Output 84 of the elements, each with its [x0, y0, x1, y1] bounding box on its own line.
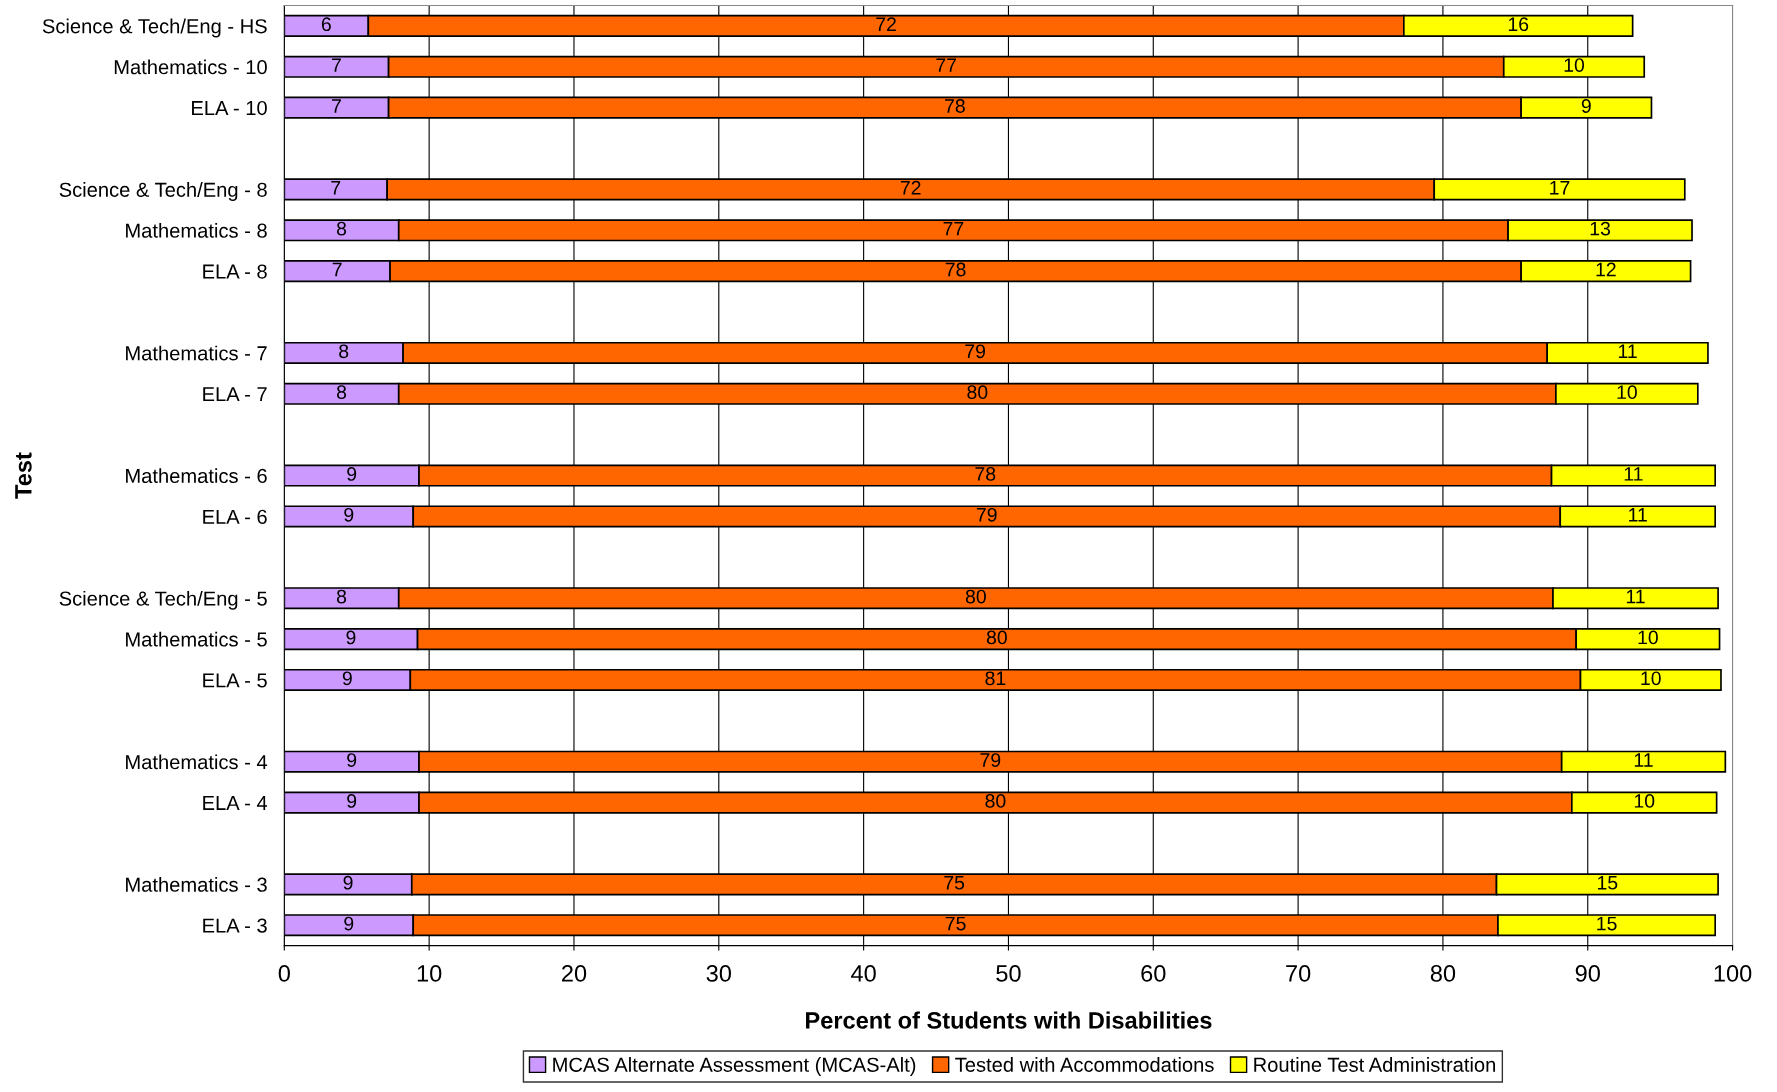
x-tick-label: 80	[1430, 965, 1456, 982]
data-label: 81	[985, 671, 1006, 686]
y-tick-label: ELA - 4	[203, 796, 268, 810]
data-label: 10	[1634, 794, 1655, 808]
data-label: 11	[1624, 467, 1643, 481]
data-label: 16	[1508, 17, 1529, 32]
data-label: 77	[936, 58, 957, 72]
x-tick-label: 100	[1714, 965, 1752, 982]
y-tick-label: Science & Tech/Eng - HS	[42, 18, 267, 38]
data-label: 12	[1596, 262, 1616, 277]
data-label: 11	[1629, 508, 1647, 522]
data-label: 9	[344, 916, 354, 931]
data-label: 9	[1581, 99, 1591, 113]
data-label: 9	[347, 753, 357, 767]
data-label: 80	[986, 630, 1007, 645]
data-label: 79	[980, 753, 1001, 767]
data-label: 8	[339, 344, 349, 359]
data-label: 80	[967, 385, 988, 400]
y-tick-label: ELA - 10	[192, 100, 267, 116]
y-tick-label: Mathematics - 8	[126, 223, 267, 238]
y-tick-label: Mathematics - 4	[126, 754, 268, 770]
legend-label: Tested with Accommodations	[955, 1057, 1214, 1072]
data-label: 8	[336, 385, 347, 400]
x-tick-label: 90	[1575, 965, 1600, 982]
data-label: 15	[1597, 916, 1617, 931]
data-label: 9	[346, 630, 356, 645]
data-label: 7	[332, 58, 341, 72]
y-tick-label: Mathematics - 7	[126, 345, 267, 361]
data-label: 9	[347, 794, 357, 808]
y-tick-label: Science & Tech/Eng - 5	[59, 590, 267, 610]
data-label: 79	[976, 507, 997, 522]
data-label: 10	[1638, 630, 1658, 645]
data-label: 9	[343, 875, 353, 890]
data-label: 11	[1618, 344, 1637, 358]
y-tick-label: ELA - 5	[203, 673, 267, 688]
data-label: 9	[347, 467, 357, 481]
data-label: 17	[1550, 181, 1570, 195]
data-label: 7	[331, 181, 341, 195]
data-label: 8	[336, 221, 347, 236]
data-label: 10	[1641, 671, 1661, 686]
data-label: 11	[1634, 753, 1653, 767]
y-tick-label: ELA - 3	[203, 918, 267, 933]
y-tick-label: ELA - 6	[203, 509, 267, 524]
x-tick-label: 0	[278, 965, 290, 982]
data-label: 78	[975, 467, 996, 481]
x-tick-label: 20	[562, 965, 587, 982]
data-label: 80	[985, 794, 1006, 808]
x-tick-label: 50	[996, 965, 1021, 982]
data-label: 72	[876, 17, 896, 31]
data-label: 78	[945, 99, 965, 113]
y-tick-label: Mathematics - 5	[126, 631, 267, 647]
data-label: 6	[321, 17, 331, 32]
data-label: 13	[1590, 221, 1611, 236]
data-label: 78	[945, 262, 966, 277]
y-tick-label: Science & Tech/Eng - 8	[59, 182, 267, 201]
x-tick-label: 60	[1141, 965, 1166, 982]
data-label: 11	[1626, 589, 1645, 604]
x-tick-label: 30	[706, 965, 732, 982]
x-tick-label: 70	[1286, 965, 1311, 982]
y-tick-label: ELA - 8	[203, 264, 267, 279]
data-label: 77	[943, 221, 964, 236]
y-tick-label: Mathematics - 10	[114, 59, 267, 75]
data-label: 9	[344, 507, 354, 522]
data-label: 8	[336, 589, 347, 604]
y-tick-label: Mathematics - 3	[126, 877, 267, 892]
data-label: 75	[945, 916, 966, 931]
data-label: 10	[1564, 58, 1585, 72]
x-tick-label: 10	[417, 965, 442, 982]
data-label: 75	[944, 876, 965, 890]
data-label: 15	[1597, 876, 1618, 890]
y-axis-title: Test	[15, 452, 32, 499]
data-label: 7	[332, 99, 341, 113]
data-label: 10	[1617, 385, 1637, 400]
x-axis-title: Percent of Students with Disabilities	[806, 1011, 1212, 1029]
data-label: 80	[965, 589, 986, 604]
legend-label: MCAS Alternate Assessment (MCAS-Alt)	[553, 1057, 916, 1076]
data-label: 72	[900, 180, 921, 195]
data-label: 7	[332, 262, 342, 277]
y-tick-label: ELA - 7	[203, 387, 267, 402]
x-tick-label: 40	[851, 965, 876, 982]
data-label: 79	[965, 344, 986, 359]
data-label: 9	[342, 671, 352, 686]
legend-label: Routine Test Administration	[1254, 1057, 1496, 1072]
y-tick-label: Mathematics - 6	[126, 468, 267, 484]
